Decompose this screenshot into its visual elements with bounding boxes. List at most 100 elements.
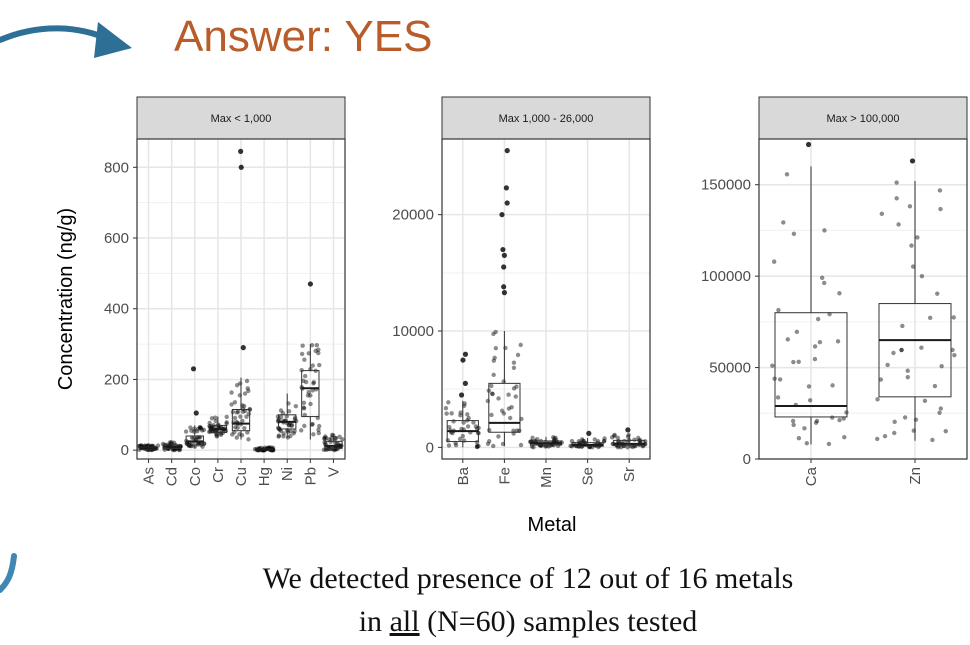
data-point xyxy=(316,430,321,436)
data-point xyxy=(538,443,544,449)
data-point xyxy=(301,400,307,405)
outlier-point xyxy=(501,290,508,296)
data-point xyxy=(493,329,498,335)
data-point xyxy=(171,440,177,445)
data-point xyxy=(790,418,796,424)
data-point xyxy=(244,378,250,384)
data-point xyxy=(938,206,943,212)
data-point xyxy=(281,431,286,436)
data-point xyxy=(166,446,172,452)
x-tick-label: As xyxy=(141,467,158,485)
outlier-point xyxy=(238,148,244,154)
data-point xyxy=(474,444,480,450)
y-tick-label: 20000 xyxy=(392,207,434,224)
data-point xyxy=(939,363,944,369)
data-point xyxy=(938,406,944,411)
data-point xyxy=(167,440,172,445)
data-point xyxy=(232,400,238,405)
faceted-boxplot-chart: Max < 1,000 0 200 400 600 800 As Cd Co Cr Cu Hg Ni Pb… xyxy=(55,96,968,536)
y-tick-label: 0 xyxy=(121,442,129,459)
data-point xyxy=(490,391,495,397)
data-point xyxy=(791,359,796,365)
data-point xyxy=(777,377,783,382)
data-point xyxy=(530,435,535,440)
data-point xyxy=(302,357,307,362)
data-point xyxy=(286,423,292,428)
data-point xyxy=(291,431,296,436)
data-point xyxy=(473,424,479,429)
box xyxy=(301,370,320,418)
data-point xyxy=(492,355,497,360)
x-axis-label: Metal xyxy=(528,514,577,536)
data-point xyxy=(230,409,236,415)
data-point xyxy=(311,380,317,385)
data-point xyxy=(905,368,910,373)
data-point xyxy=(322,435,327,441)
data-point xyxy=(612,432,617,438)
data-point xyxy=(458,413,463,418)
data-point xyxy=(292,429,297,434)
data-point xyxy=(240,406,246,412)
data-point xyxy=(943,429,948,434)
outlier-point xyxy=(462,351,469,357)
data-point xyxy=(807,398,813,403)
data-point xyxy=(592,437,598,442)
data-point xyxy=(240,409,246,415)
data-point xyxy=(458,410,463,415)
outlier-point xyxy=(500,246,506,253)
outlier-point xyxy=(586,430,592,436)
data-point xyxy=(826,441,832,447)
data-point xyxy=(198,426,204,431)
data-point xyxy=(189,442,194,447)
curved-arrow-icon xyxy=(0,22,132,58)
data-point xyxy=(791,422,796,428)
data-point xyxy=(323,436,329,441)
data-point xyxy=(444,411,449,416)
data-point xyxy=(835,339,841,344)
data-point xyxy=(615,445,621,450)
data-point xyxy=(244,414,249,419)
data-point xyxy=(491,331,496,337)
data-point xyxy=(301,406,307,411)
x-tick-label: Ba xyxy=(455,466,472,485)
data-point xyxy=(499,408,505,413)
data-point xyxy=(892,430,897,436)
data-point xyxy=(316,427,321,433)
data-point xyxy=(781,220,786,225)
data-point xyxy=(894,180,899,185)
data-point xyxy=(278,428,284,434)
data-point xyxy=(214,431,219,437)
data-point xyxy=(278,414,284,420)
data-point xyxy=(894,196,899,201)
data-point xyxy=(503,345,508,351)
data-point xyxy=(609,435,615,440)
data-point xyxy=(626,432,631,438)
data-point xyxy=(322,436,327,442)
data-point xyxy=(310,421,315,427)
data-point xyxy=(234,410,240,415)
data-point xyxy=(446,400,451,405)
data-point xyxy=(299,428,304,433)
data-point xyxy=(794,329,800,335)
data-point xyxy=(493,346,499,351)
y-axis-label: Concentration (ng/g) xyxy=(55,208,77,390)
data-point xyxy=(907,204,913,209)
y-tick-label: 10000 xyxy=(392,323,434,340)
data-point xyxy=(602,438,607,444)
data-point xyxy=(636,435,641,441)
data-point xyxy=(189,435,195,441)
caption-underline-all: all xyxy=(389,605,420,638)
data-point xyxy=(245,430,250,435)
outlier-point xyxy=(458,392,465,398)
data-point xyxy=(822,280,827,286)
facet-strip-label: Max < 1,000 xyxy=(211,113,272,125)
data-point xyxy=(465,412,470,417)
data-point xyxy=(333,435,339,441)
data-point xyxy=(842,435,847,440)
data-point xyxy=(465,424,471,429)
data-point xyxy=(511,386,517,391)
data-point xyxy=(327,437,332,442)
x-tick-label: Ca xyxy=(803,466,820,486)
data-point xyxy=(902,415,908,420)
data-point xyxy=(288,429,293,434)
